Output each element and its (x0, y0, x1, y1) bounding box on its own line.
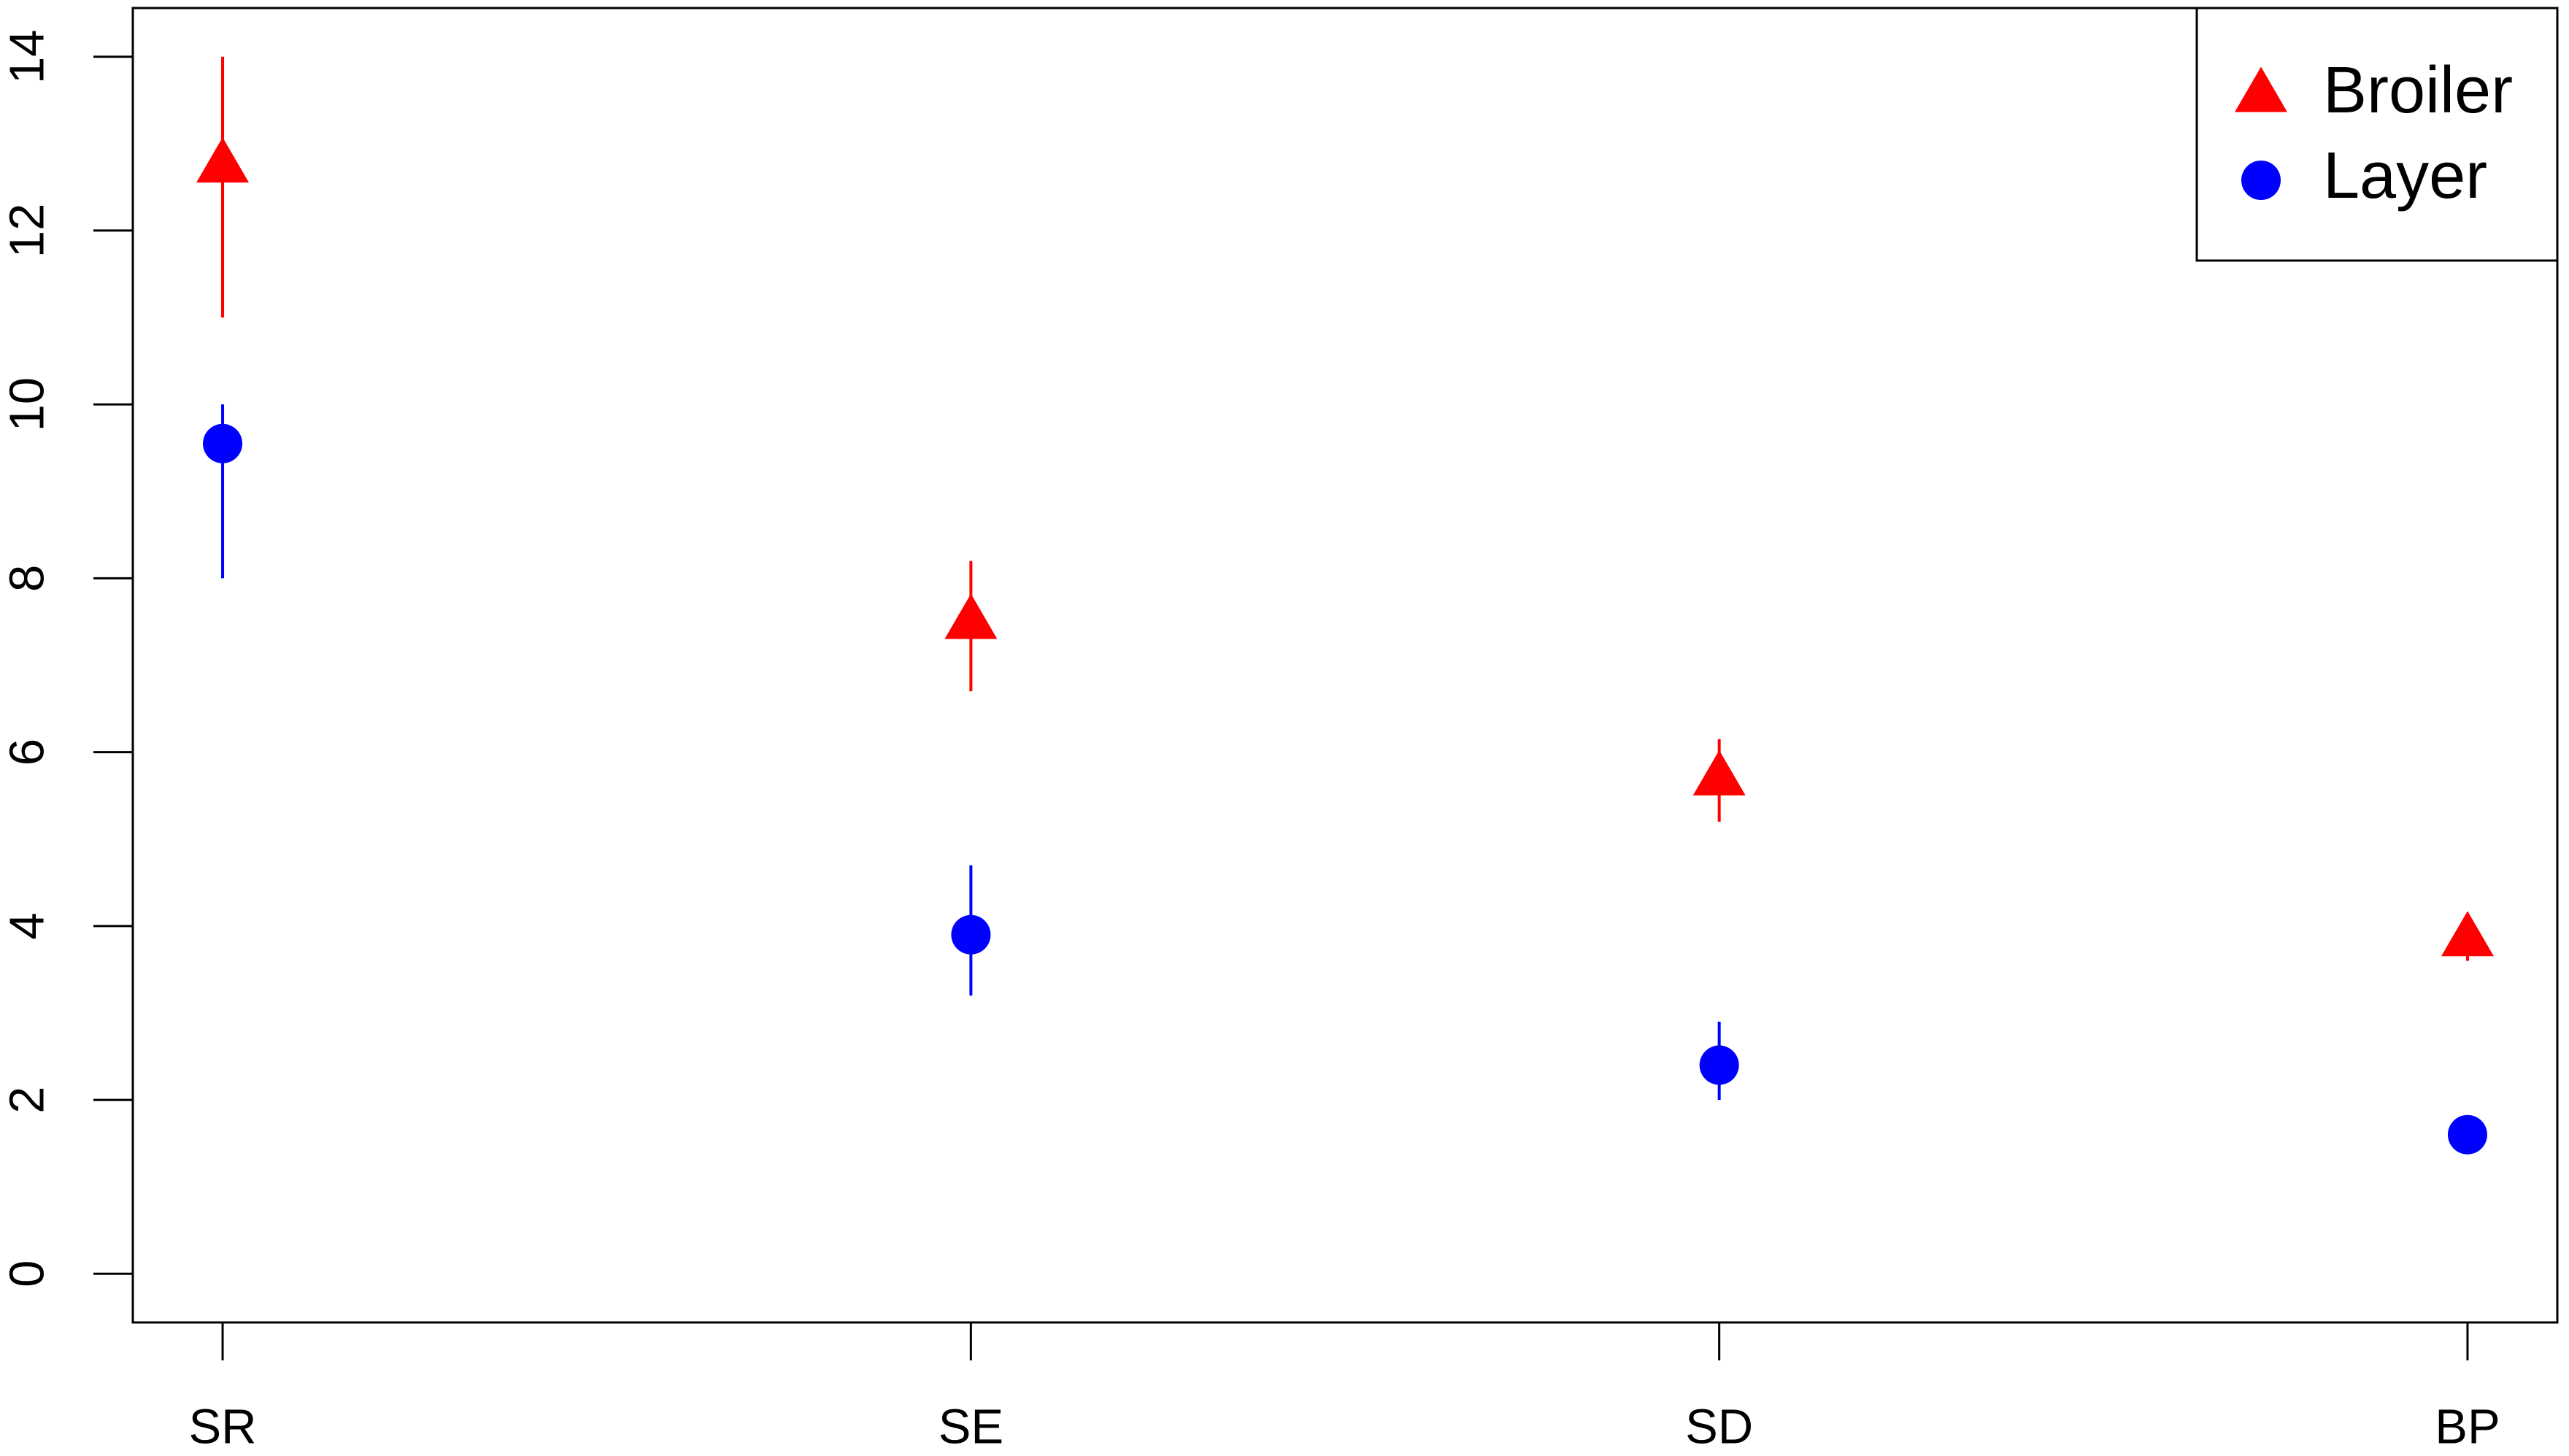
x-tick-label: SR (188, 1400, 256, 1455)
y-tick-label: 6 (0, 739, 55, 766)
plot-frame (131, 7, 2559, 1324)
y-tick-label: 14 (0, 29, 55, 84)
point (196, 137, 250, 183)
point (951, 914, 991, 955)
point (944, 593, 998, 639)
legend-label: Layer (2323, 139, 2487, 212)
point (203, 423, 243, 463)
y-tick-label: 0 (0, 1260, 55, 1287)
x-tick-label: BP (2435, 1400, 2500, 1455)
y-tick-label: 4 (0, 912, 55, 939)
point (2441, 911, 2494, 957)
y-tick-label: 8 (0, 565, 55, 592)
point (1699, 1045, 1739, 1085)
y-tick-label: 12 (0, 204, 55, 258)
x-tick-label: SD (1685, 1400, 1753, 1455)
legend-frame (2195, 7, 2559, 262)
y-tick-label: 10 (0, 377, 55, 432)
x-tick-label: SE (939, 1400, 1004, 1455)
legend-marker (2241, 161, 2281, 200)
point (1692, 750, 1746, 796)
point (2447, 1114, 2487, 1155)
legend-label: Broiler (2323, 54, 2513, 127)
legend-marker (2235, 66, 2287, 112)
y-tick-label: 2 (0, 1086, 55, 1113)
